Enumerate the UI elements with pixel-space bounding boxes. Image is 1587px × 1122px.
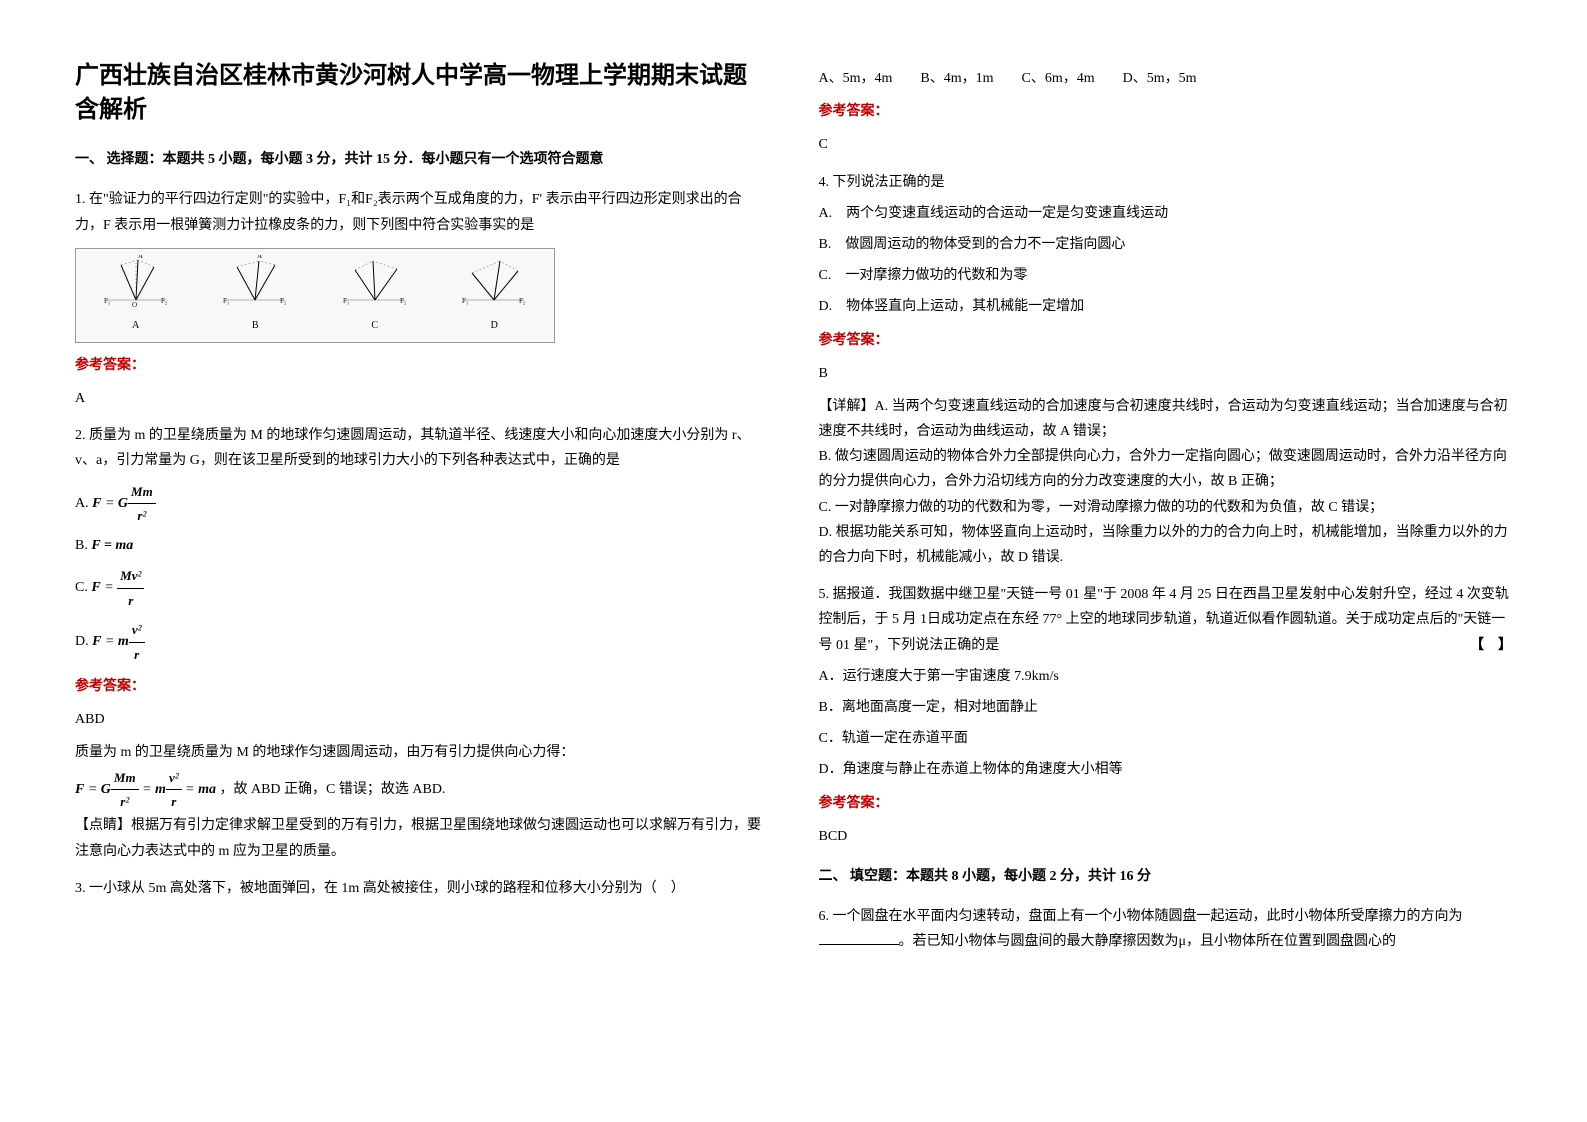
q2-explain-formula: F = GMmr² = mv²r = ma ，故 ABD 正确，C 错误；故选 … [75, 766, 769, 814]
svg-text:F₁: F₁ [343, 297, 349, 305]
svg-text:A: A [138, 255, 143, 260]
q1-answer-label: 参考答案： [75, 353, 769, 378]
question-4: 4. 下列说法正确的是 A. 两个匀变速直线运动的合运动一定是匀变速直线运动 B… [819, 170, 1513, 571]
svg-text:F₁: F₁ [223, 297, 229, 305]
section2-title: 二、 填空题：本题共 8 小题，每小题 2 分，共计 16 分 [819, 864, 1513, 889]
q2-answer-label: 参考答案： [75, 674, 769, 699]
q5-opt-c: C．轨道一定在赤道平面 [819, 726, 1513, 751]
q3-options: A、5m，4m B、4m，1m C、6m，4m D、5m，5m [819, 66, 1513, 91]
question-6: 6. 一个圆盘在水平面内匀速转动，盘面上有一个小物体随圆盘一起运动，此时小物体所… [819, 904, 1513, 954]
q4-explain-b: B. 做匀速圆周运动的物体合外力全部提供向心力，合外力一定指向圆心；做变速圆周运… [819, 444, 1513, 494]
diagram-a: F₁ F₂ A O A [96, 255, 176, 335]
q5-opt-a: A．运行速度大于第一宇宙速度 7.9km/s [819, 664, 1513, 689]
q2-answer: ABD [75, 707, 769, 732]
svg-text:F₁: F₁ [462, 297, 468, 305]
q4-opt-a: A. 两个匀变速直线运动的合运动一定是匀变速直线运动 [819, 201, 1513, 226]
question-1: 1. 在"验证力的平行四边行定则"的实验中，F₁和F₂表示两个互成角度的力，F'… [75, 187, 769, 411]
svg-text:F₂: F₂ [519, 297, 526, 305]
blank-fill [819, 944, 899, 945]
q2-opt-a: A. F = GMmr² [75, 480, 769, 528]
q4-answer: B [819, 361, 1513, 386]
svg-text:O: O [132, 301, 137, 309]
diagram-b: F₁ F₂ A B [215, 255, 295, 335]
q2-explain1: 质量为 m 的卫星绕质量为 M 的地球作匀速圆周运动，由万有引力提供向心力得： [75, 740, 769, 765]
q3-text: 3. 一小球从 5m 高处落下，被地面弹回，在 1m 高处被接住，则小球的路程和… [75, 876, 769, 901]
svg-text:F₁: F₁ [104, 297, 110, 305]
svg-text:F₂: F₂ [280, 297, 287, 305]
diagram-d: F₁ F₂ D [454, 255, 534, 335]
q2-explain3: 【点睛】根据万有引力定律求解卫星受到的万有引力，根据卫星围绕地球做匀速圆运动也可… [75, 813, 769, 863]
page-title: 广西壮族自治区桂林市黄沙河树人中学高一物理上学期期末试题含解析 [75, 60, 769, 127]
section1-title: 一、 选择题：本题共 5 小题，每小题 3 分，共计 15 分．每小题只有一个选… [75, 147, 769, 172]
formula-a: F = GMmr² [92, 480, 156, 528]
svg-text:A: A [257, 255, 262, 260]
q5-opt-b: B．离地面高度一定，相对地面静止 [819, 695, 1513, 720]
q1-text: 1. 在"验证力的平行四边行定则"的实验中，F₁和F₂表示两个互成角度的力，F'… [75, 187, 769, 237]
q1-answer: A [75, 386, 769, 411]
q1-diagram: F₁ F₂ A O A F₁ F₂ A [75, 248, 555, 343]
q5-text: 5. 据报道．我国数据中继卫星"天链一号 01 星"于 2008 年 4 月 2… [819, 587, 1509, 652]
q5-answer: BCD [819, 824, 1513, 849]
diagram-c: F₁ F₂ C [335, 255, 415, 335]
svg-text:F₂: F₂ [400, 297, 407, 305]
q6-text-before: 6. 一个圆盘在水平面内匀速转动，盘面上有一个小物体随圆盘一起运动，此时小物体所… [819, 909, 1463, 924]
q4-answer-label: 参考答案： [819, 328, 1513, 353]
question-3: 3. 一小球从 5m 高处落下，被地面弹回，在 1m 高处被接住，则小球的路程和… [75, 876, 769, 901]
q6-text-after: 。若已知小物体与圆盘间的最大静摩擦因数为μ，且小物体所在位置到圆盘圆心的 [899, 934, 1397, 949]
q2-opt-d: D. F = mv²r [75, 618, 769, 666]
q4-text: 4. 下列说法正确的是 [819, 170, 1513, 195]
q3-answer-label: 参考答案： [819, 99, 1513, 124]
q5-opt-d: D．角速度与静止在赤道上物体的角速度大小相等 [819, 757, 1513, 782]
q2-opt-b: B. F = ma [75, 533, 769, 558]
question-5: 5. 据报道．我国数据中继卫星"天链一号 01 星"于 2008 年 4 月 2… [819, 582, 1513, 849]
q2-text: 2. 质量为 m 的卫星绕质量为 M 的地球作匀速圆周运动，其轨道半径、线速度大… [75, 423, 769, 473]
question-2: 2. 质量为 m 的卫星绕质量为 M 的地球作匀速圆周运动，其轨道半径、线速度大… [75, 423, 769, 864]
q4-opt-b: B. 做圆周运动的物体受到的合力不一定指向圆心 [819, 232, 1513, 257]
q4-explain-d: D. 根据功能关系可知，物体竖直向上运动时，当除重力以外的力的合力向上时，机械能… [819, 520, 1513, 570]
q4-opt-c: C. 一对摩擦力做功的代数和为零 [819, 263, 1513, 288]
q3-answer: C [819, 132, 1513, 157]
svg-text:F₂: F₂ [161, 297, 168, 305]
q5-bracket: 【 】 [1470, 633, 1512, 658]
formula-d: F = mv²r [92, 618, 144, 666]
q2-opt-c: C. F = Mv²r [75, 564, 769, 612]
q4-explain-a: 【详解】A. 当两个匀变速直线运动的合加速度与合初速度共线时，合运动为匀变速直线… [819, 394, 1513, 444]
formula-c: F = Mv²r [91, 564, 144, 612]
q4-explain-c: C. 一对静摩擦力做的功的代数和为零，一对滑动摩擦力做的功的代数和为负值，故 C… [819, 495, 1513, 520]
q4-opt-d: D. 物体竖直向上运动，其机械能一定增加 [819, 294, 1513, 319]
q5-answer-label: 参考答案： [819, 791, 1513, 816]
formula-b: F = ma [91, 538, 133, 553]
